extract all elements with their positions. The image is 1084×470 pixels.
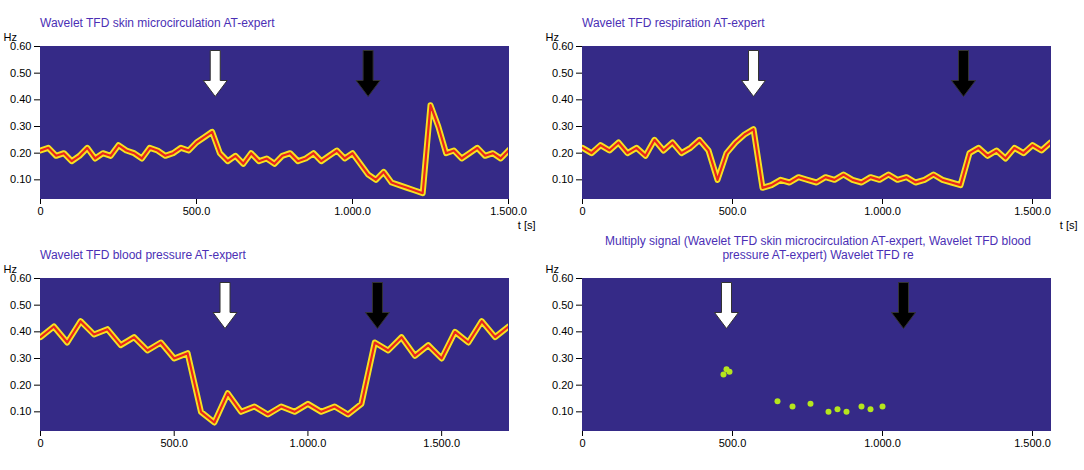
svg-text:1.500.0: 1.500.0 (1014, 437, 1051, 449)
html-text:Wavelet TFD respiration AT-exp: Wavelet TFD respiration AT-expert (582, 16, 765, 30)
svg-text:0.60: 0.60 (10, 272, 32, 284)
svg-text:0.10: 0.10 (10, 173, 31, 185)
svg-text:500.0: 500.0 (719, 205, 747, 217)
svg-text:t [s]: t [s] (1060, 219, 1078, 231)
svg-text:0.40: 0.40 (10, 325, 31, 337)
svg-text:0.20: 0.20 (10, 147, 31, 159)
svg-text:1.500.0: 1.500.0 (423, 437, 460, 449)
svg-text:500.0: 500.0 (719, 437, 747, 449)
svg-text:0: 0 (37, 437, 43, 449)
svg-text:0.60: 0.60 (552, 40, 574, 52)
svg-text:Hz: Hz (546, 31, 559, 43)
svg-text:500.0: 500.0 (160, 437, 188, 449)
svg-text:0.10: 0.10 (552, 405, 573, 417)
svg-text:1.000.0: 1.000.0 (864, 205, 901, 217)
svg-text:0.30: 0.30 (10, 120, 31, 132)
svg-text:0.30: 0.30 (10, 352, 31, 364)
svg-text:500.0: 500.0 (183, 205, 211, 217)
svg-text:1.000.0: 1.000.0 (334, 205, 371, 217)
html-text:Wavelet TFD blood pressure AT-: Wavelet TFD blood pressure AT-expert (40, 248, 246, 262)
svg-text:Hz: Hz (546, 263, 559, 275)
svg-text:0.50: 0.50 (552, 67, 573, 79)
svg-text:0.60: 0.60 (10, 40, 32, 52)
svg-text:1.000.0: 1.000.0 (290, 437, 327, 449)
svg-text:1.000.0: 1.000.0 (864, 437, 901, 449)
svg-text:0.50: 0.50 (552, 299, 573, 311)
svg-text:t [s]: t [s] (518, 219, 536, 231)
svg-text:0: 0 (579, 437, 585, 449)
svg-text:Hz: Hz (4, 31, 17, 43)
svg-text:0.10: 0.10 (552, 173, 573, 185)
svg-text:0.10: 0.10 (10, 405, 31, 417)
html-text:Wavelet TFD skin microcirculat: Wavelet TFD skin microcirculation AT-exp… (40, 16, 275, 30)
html-text:Multiply signal (Wavelet TFD s: Multiply signal (Wavelet TFD skin microc… (605, 234, 1031, 262)
svg-text:Hz: Hz (4, 263, 17, 275)
svg-text:0: 0 (37, 205, 43, 217)
svg-text:0.60: 0.60 (552, 272, 574, 284)
svg-text:0.20: 0.20 (10, 379, 31, 391)
svg-text:0: 0 (579, 205, 585, 217)
svg-text:0.40: 0.40 (552, 325, 573, 337)
svg-text:0.40: 0.40 (552, 93, 573, 105)
svg-text:1.500.0: 1.500.0 (490, 205, 527, 217)
svg-text:0.40: 0.40 (10, 93, 31, 105)
svg-text:0.30: 0.30 (552, 120, 573, 132)
svg-text:0.50: 0.50 (10, 299, 31, 311)
svg-text:0.50: 0.50 (10, 67, 31, 79)
svg-text:0.20: 0.20 (552, 147, 573, 159)
svg-text:1.500.0: 1.500.0 (1014, 205, 1051, 217)
svg-text:0.20: 0.20 (552, 379, 573, 391)
svg-text:0.30: 0.30 (552, 352, 573, 364)
